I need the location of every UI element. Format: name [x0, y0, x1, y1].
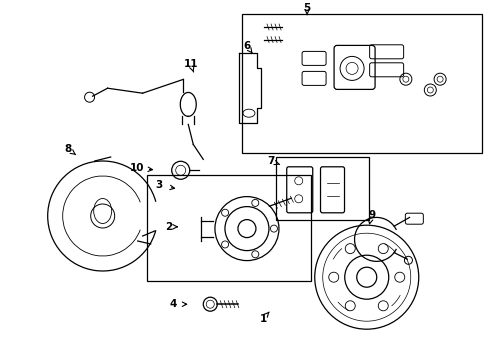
Text: 11: 11 — [183, 59, 198, 69]
Text: 8: 8 — [65, 144, 72, 154]
Text: 7: 7 — [267, 156, 275, 166]
Text: 6: 6 — [243, 41, 250, 51]
Text: 2: 2 — [165, 222, 172, 232]
Bar — [146, 175, 310, 281]
Bar — [276, 157, 368, 220]
Text: 5: 5 — [303, 3, 310, 13]
Text: 4: 4 — [169, 299, 177, 309]
Text: 9: 9 — [367, 210, 374, 220]
Bar — [242, 14, 481, 153]
Text: 10: 10 — [129, 163, 144, 174]
Text: 3: 3 — [155, 180, 162, 190]
Text: 1: 1 — [259, 314, 266, 324]
